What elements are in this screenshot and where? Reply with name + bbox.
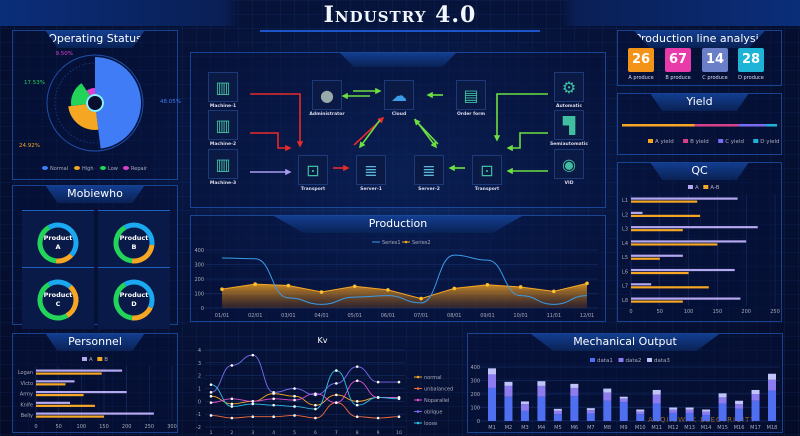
node-admin[interactable]: ● xyxy=(312,80,342,110)
transport-icon: ⊡ xyxy=(480,160,494,180)
tile-d-produce: 28 xyxy=(738,48,764,72)
product-letter: B xyxy=(131,243,137,251)
node-label: Machine-2 xyxy=(209,142,237,147)
machine-icon: ▥ xyxy=(215,77,231,97)
node-cloud[interactable]: ☁ xyxy=(384,80,414,110)
cloud-check-icon: ☁ xyxy=(391,85,407,105)
product-letter: A xyxy=(55,243,61,251)
product-letter: C xyxy=(55,300,61,308)
node-label: Administrator xyxy=(309,112,345,117)
mechanical-panel: Mechanical Output xyxy=(467,333,783,433)
header-bar xyxy=(0,0,800,26)
panel-title: Production line analysis xyxy=(634,31,765,48)
node-label: Server-1 xyxy=(360,187,382,192)
yield-panel: Yield xyxy=(617,93,782,155)
tile-c-produce: 14 xyxy=(702,48,728,72)
node-t2[interactable]: ⊡ xyxy=(472,155,502,185)
user-icon: ● xyxy=(320,85,334,105)
node-m2[interactable]: ▥ xyxy=(208,110,238,140)
node-label: Automatic xyxy=(555,104,582,109)
personnel-panel: Personnel Performance xyxy=(12,333,178,433)
panel-title: Operating Status xyxy=(45,31,145,48)
tile-label: B produce xyxy=(665,75,691,81)
machine-icon: ▥ xyxy=(215,154,231,174)
node-label: Machine-1 xyxy=(209,104,237,109)
panel-title: Production xyxy=(273,216,523,233)
tile-label: C produce xyxy=(702,75,728,81)
panel-title: Yield xyxy=(650,94,749,111)
node-semi[interactable]: ▜ xyxy=(554,110,584,140)
product-letter: D xyxy=(131,300,137,308)
robot-arm-icon: ⚙ xyxy=(561,77,577,97)
panel-title: QC xyxy=(650,163,749,180)
product-card-a[interactable]: Product A xyxy=(22,210,94,272)
node-label: Transport xyxy=(300,187,326,192)
clipboard-icon: ▤ xyxy=(463,85,479,105)
kv-panel: Kv xyxy=(190,333,455,433)
panel-title: Mechanical Output xyxy=(530,334,720,351)
node-label: Server-2 xyxy=(418,187,440,192)
qc-panel: QC xyxy=(617,162,782,322)
eye-icon: ◉ xyxy=(562,154,576,174)
product-card-d[interactable]: Product D xyxy=(98,267,170,329)
press-icon: ▜ xyxy=(562,115,576,135)
node-auto[interactable]: ⚙ xyxy=(554,72,584,102)
server-icon: ≣ xyxy=(422,160,436,180)
node-m3[interactable]: ▥ xyxy=(208,149,238,179)
tile-b-produce: 67 xyxy=(665,48,691,72)
panel-title: Kv xyxy=(317,336,328,345)
node-label: Machine-3 xyxy=(209,181,237,186)
panel-title: Personnel Performance xyxy=(45,334,145,351)
header-divider xyxy=(260,30,540,32)
node-t1[interactable]: ⊡ xyxy=(298,155,328,185)
transport-icon: ⊡ xyxy=(306,160,320,180)
watermark: ANQIISWAK ELECTRICITY xyxy=(648,416,756,424)
server-icon: ≣ xyxy=(364,160,378,180)
node-order[interactable]: ▤ xyxy=(456,80,486,110)
panel-title-bar xyxy=(340,53,456,67)
node-label: Transport xyxy=(474,187,500,192)
product-label: Product xyxy=(43,291,73,299)
product-label: Product xyxy=(43,234,73,242)
node-label: Semiautomatic xyxy=(549,142,589,147)
product-label: Product xyxy=(119,234,149,242)
product-card-c[interactable]: Product C xyxy=(22,267,94,329)
machine-icon: ▥ xyxy=(215,115,231,135)
tile-a-produce: 26 xyxy=(628,48,654,72)
product-label: Product xyxy=(119,291,149,299)
node-label: VID xyxy=(564,181,574,186)
operating-status-panel: Operating Status xyxy=(12,30,178,180)
production-panel: Production xyxy=(190,215,606,322)
node-label: Cloud xyxy=(391,112,407,117)
node-m1[interactable]: ▥ xyxy=(208,72,238,102)
product-card-b[interactable]: Product B xyxy=(98,210,170,272)
node-label: Order form xyxy=(456,112,486,117)
page-title: Industry 4.0 xyxy=(323,2,477,28)
panel-title: Mobiewho xyxy=(45,186,145,203)
node-vid[interactable]: ◉ xyxy=(554,149,584,179)
tile-label: D produce xyxy=(738,75,764,81)
node-s2[interactable]: ≣ xyxy=(414,155,444,185)
tile-label: A produce xyxy=(628,75,654,81)
node-s1[interactable]: ≣ xyxy=(356,155,386,185)
